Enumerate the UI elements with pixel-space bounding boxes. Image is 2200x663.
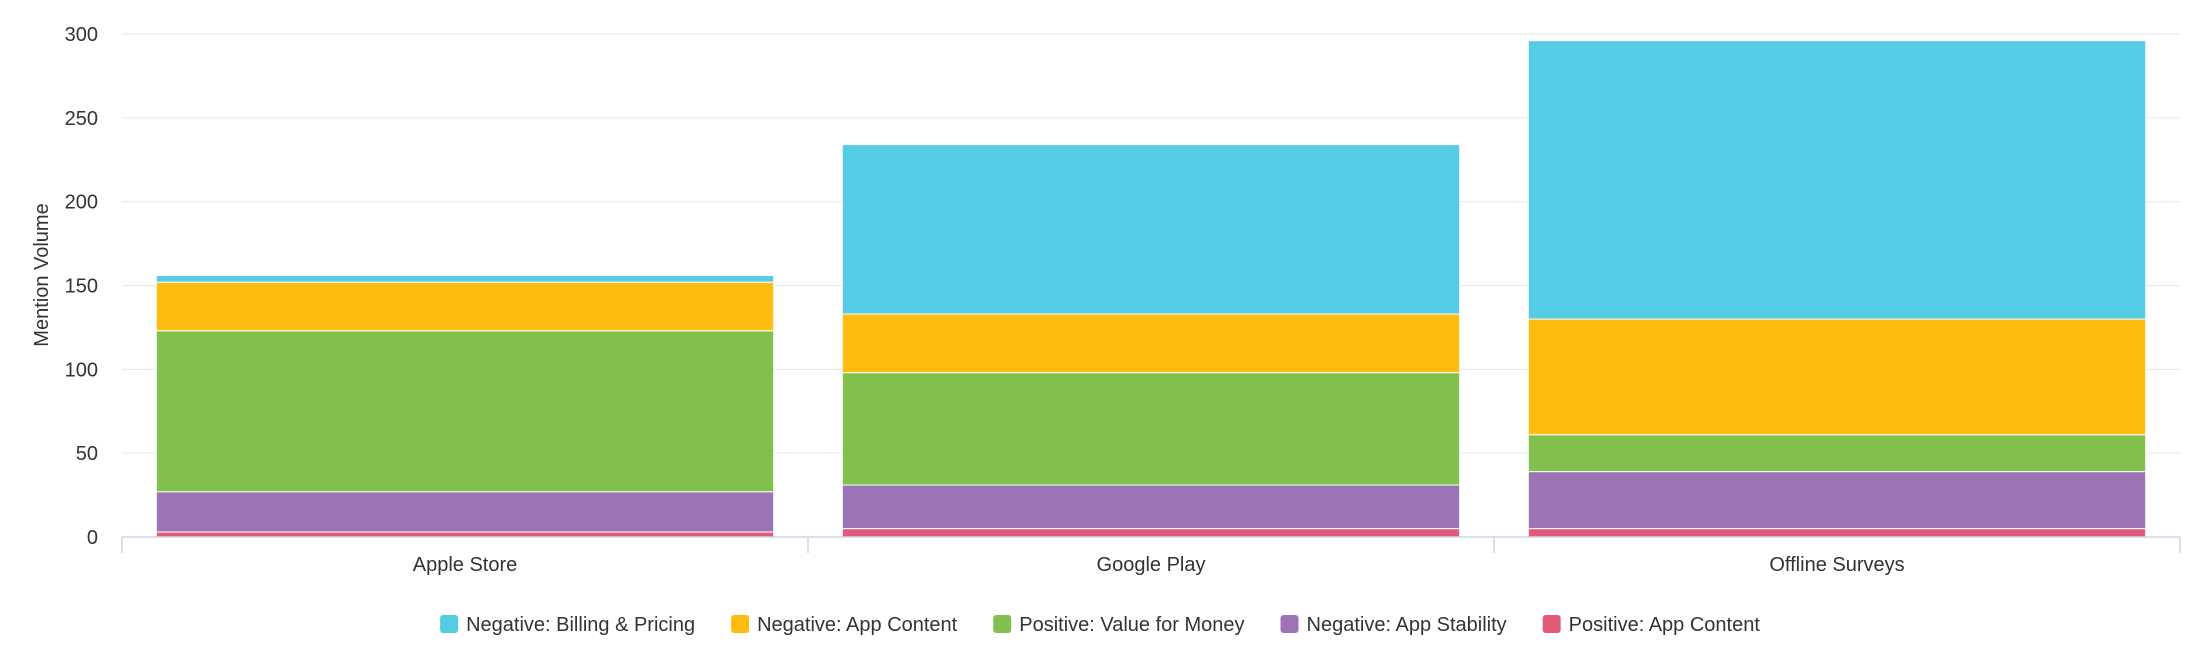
bar-segment <box>1527 318 2147 436</box>
y-tick-label: 50 <box>76 443 98 465</box>
legend-item[interactable]: Positive: App Content <box>1542 614 1761 636</box>
legend-swatch <box>731 615 750 633</box>
axes: 0 50 100 150 200 250 300 Apple Store Google Play… <box>65 24 2181 576</box>
bar-segment <box>1527 434 2147 473</box>
legend-item[interactable]: Negative: App Content <box>731 614 958 636</box>
bar-segment <box>1527 528 2147 538</box>
bar-segment <box>841 144 1461 315</box>
legend-item[interactable]: Negative: Billing & Pricing <box>440 614 695 636</box>
legend-swatch <box>440 615 459 633</box>
y-tick-label: 250 <box>65 108 98 130</box>
legend-label: Negative: App Content <box>757 614 958 636</box>
y-axis-title: Mention Volume <box>31 203 53 346</box>
bar-segment <box>1527 471 2147 530</box>
y-tick-label: 200 <box>65 192 98 214</box>
legend-label: Negative: Billing & Pricing <box>466 614 695 636</box>
bar-segment <box>841 484 1461 530</box>
bar-segment <box>841 528 1461 538</box>
y-tick-label: 100 <box>65 359 98 381</box>
bar-segment <box>155 330 775 493</box>
legend-item[interactable]: Positive: Value for Money <box>993 614 1245 636</box>
legend-label: Positive: App Content <box>1569 614 1761 636</box>
bar-segment <box>155 491 775 533</box>
bar-segment <box>155 274 775 283</box>
legend: Negative: Billing & Pricing Negative: App… <box>440 614 1760 636</box>
x-tick-label: Apple Store <box>413 554 518 576</box>
legend-swatch <box>993 615 1012 633</box>
legend-label: Positive: Value for Money <box>1019 614 1244 636</box>
y-tick-label: 150 <box>65 276 98 298</box>
x-tick-label: Offline Surveys <box>1769 554 1904 576</box>
bars <box>155 40 2147 538</box>
y-tick-label: 0 <box>87 527 98 549</box>
bar-segment <box>155 531 775 538</box>
bar-segment <box>841 313 1461 374</box>
bar-segment <box>841 372 1461 486</box>
legend-label: Negative: App Stability <box>1307 614 1507 636</box>
y-tick-label: 300 <box>65 24 98 46</box>
legend-swatch <box>1542 615 1561 633</box>
bar-segment <box>155 281 775 332</box>
legend-swatch <box>1280 615 1299 633</box>
x-tick-label: Google Play <box>1097 554 1206 576</box>
legend-item[interactable]: Negative: App Stability <box>1280 614 1507 636</box>
bar-segment <box>1527 40 2147 320</box>
